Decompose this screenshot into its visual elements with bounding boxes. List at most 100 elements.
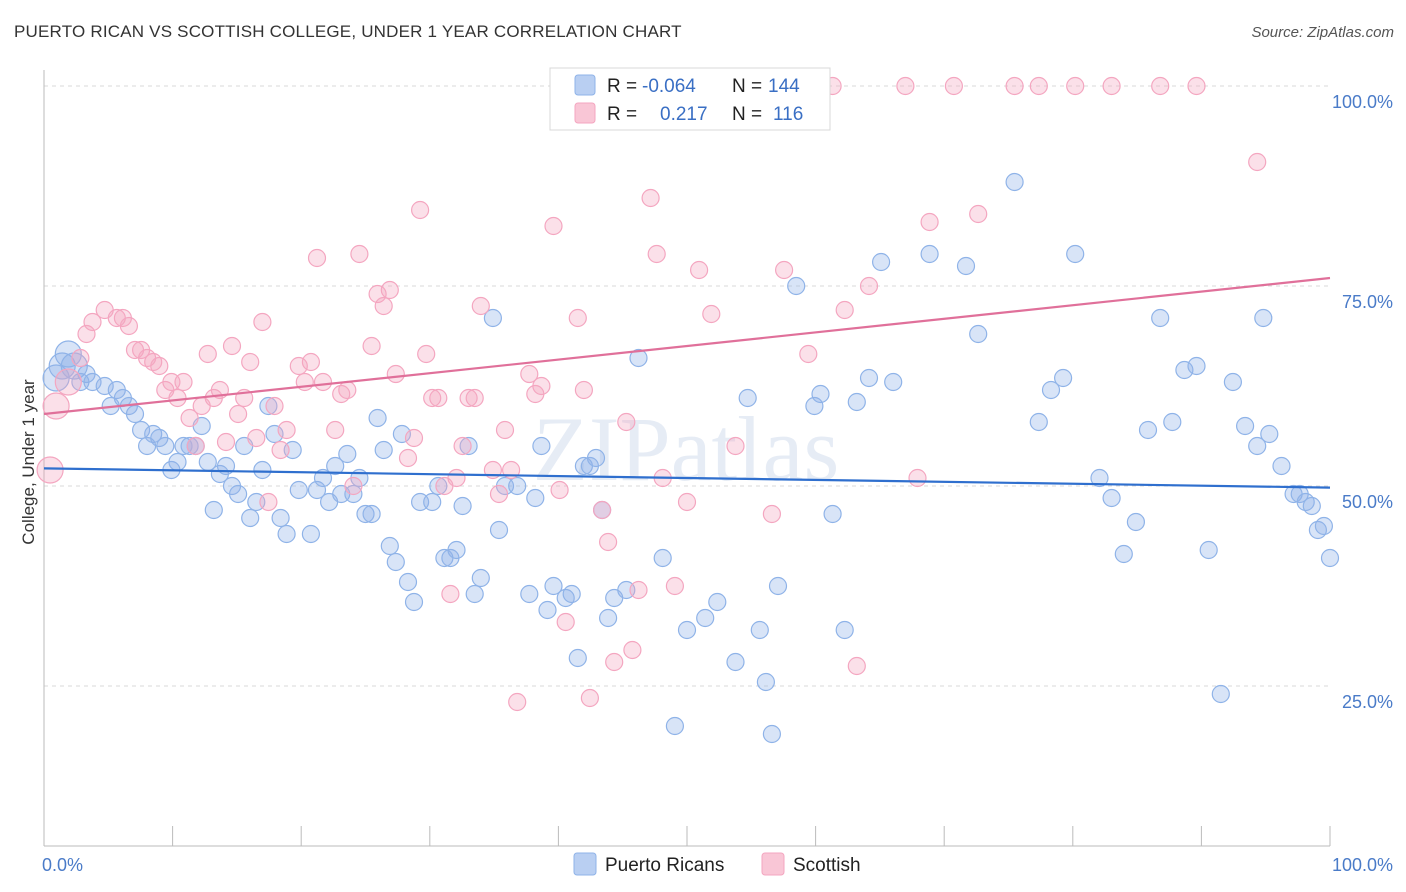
point-scottish: [180, 408, 199, 428]
point-puerto-ricans: [787, 276, 806, 296]
point-puerto-ricans: [708, 592, 727, 612]
point-scottish: [799, 344, 818, 364]
point-scottish: [647, 244, 666, 264]
point-scottish: [1102, 76, 1121, 96]
point-scottish: [1248, 152, 1267, 172]
point-puerto-ricans: [180, 436, 199, 456]
gridlines: [44, 85, 1330, 687]
point-scottish: [380, 280, 399, 300]
point-puerto-ricans: [847, 392, 866, 412]
point-puerto-ricans: [362, 504, 381, 524]
point-puerto-ricans: [465, 584, 484, 604]
bottom-legend-puerto-ricans: Puerto Ricans: [605, 855, 724, 876]
point-puerto-ricans: [429, 476, 448, 496]
point-scottish: [598, 532, 618, 552]
point-scottish: [71, 348, 90, 368]
point-puerto-ricans: [665, 716, 685, 736]
point-puerto-ricans: [271, 508, 290, 528]
point-puerto-ricans: [956, 256, 976, 276]
point-puerto-ricans: [1302, 496, 1321, 516]
point-puerto-ricans: [483, 308, 502, 328]
point-puerto-ricans: [277, 524, 296, 544]
point-scottish: [247, 428, 266, 448]
point-scottish: [453, 436, 472, 456]
point-scottish: [1005, 76, 1024, 96]
point-scottish: [896, 76, 915, 96]
stats-r-value-1: -0.064: [642, 76, 696, 97]
point-puerto-ricans: [259, 396, 278, 416]
point-scottish: [326, 420, 345, 440]
stats-n-value-1: 144: [768, 76, 800, 97]
point-scottish: [944, 76, 964, 96]
point-puerto-ricans: [125, 404, 145, 424]
point-scottish: [580, 688, 600, 708]
point-scottish: [429, 388, 448, 408]
point-scottish: [174, 372, 193, 392]
point-scottish: [1029, 76, 1048, 96]
point-puerto-ricans: [811, 384, 830, 404]
point-scottish: [592, 500, 612, 520]
point-scottish: [150, 356, 169, 376]
point-scottish: [495, 420, 515, 440]
point-puerto-ricans: [368, 408, 387, 428]
point-puerto-ricans: [1254, 308, 1273, 328]
point-scottish: [301, 352, 320, 372]
point-puerto-ricans: [380, 536, 399, 556]
point-scottish: [544, 216, 563, 236]
point-scottish: [289, 356, 308, 376]
point-puerto-ricans: [1114, 544, 1133, 564]
bottom-legend-swatch-blue: [573, 852, 597, 876]
point-puerto-ricans: [459, 436, 478, 456]
point-puerto-ricans: [969, 324, 988, 344]
y-tick-label: 100.0%: [1332, 92, 1393, 112]
point-puerto-ricans: [568, 648, 587, 668]
point-scottish: [1066, 76, 1085, 96]
point-puerto-ricans: [404, 592, 424, 612]
point-scottish: [520, 364, 539, 384]
point-scottish: [465, 388, 484, 408]
legend-swatch-pink: [574, 102, 596, 124]
point-scottish: [774, 260, 794, 280]
point-scottish: [386, 364, 405, 384]
point-puerto-ricans: [447, 540, 466, 560]
point-puerto-ricans: [750, 620, 769, 640]
point-puerto-ricans: [241, 508, 260, 528]
point-puerto-ricans: [356, 504, 375, 524]
stats-n-label-1: N =: [732, 76, 762, 97]
point-scottish: [277, 420, 296, 440]
point-scottish: [568, 308, 587, 328]
point-scottish: [550, 480, 569, 500]
point-scottish: [835, 300, 854, 320]
bottom-legend-swatch-pink: [761, 852, 785, 876]
point-scottish: [253, 312, 272, 332]
point-puerto-ricans: [1053, 368, 1073, 388]
point-puerto-ricans: [1187, 356, 1206, 376]
point-scottish: [641, 188, 660, 208]
point-puerto-ricans: [823, 504, 842, 524]
point-scottish: [969, 204, 988, 224]
point-puerto-ricans: [1272, 456, 1291, 476]
point-puerto-ricans: [168, 452, 187, 472]
point-puerto-ricans: [1260, 424, 1279, 444]
point-puerto-ricans: [586, 448, 606, 468]
y-tick-label: 25.0%: [1342, 692, 1393, 712]
point-scottish: [241, 352, 260, 372]
stats-n-label-2: N =: [732, 104, 762, 125]
chart-title: PUERTO RICAN VS SCOTTISH COLLEGE, UNDER …: [14, 22, 682, 41]
point-puerto-ricans: [229, 484, 248, 504]
point-scottish: [216, 432, 236, 452]
point-puerto-ricans: [835, 620, 854, 640]
point-puerto-ricans: [313, 468, 333, 488]
point-puerto-ricans: [338, 444, 357, 464]
point-scottish: [677, 492, 697, 512]
point-puerto-ricans: [1126, 512, 1146, 532]
chart-source: Source: ZipAtlas.com: [1251, 24, 1394, 41]
point-puerto-ricans: [1235, 416, 1255, 436]
x-tick-label: 100.0%: [1332, 855, 1393, 875]
point-puerto-ricans: [132, 420, 151, 440]
point-puerto-ricans: [1102, 488, 1121, 508]
point-puerto-ricans: [374, 440, 393, 460]
point-scottish: [259, 492, 278, 512]
point-scottish: [54, 368, 82, 396]
